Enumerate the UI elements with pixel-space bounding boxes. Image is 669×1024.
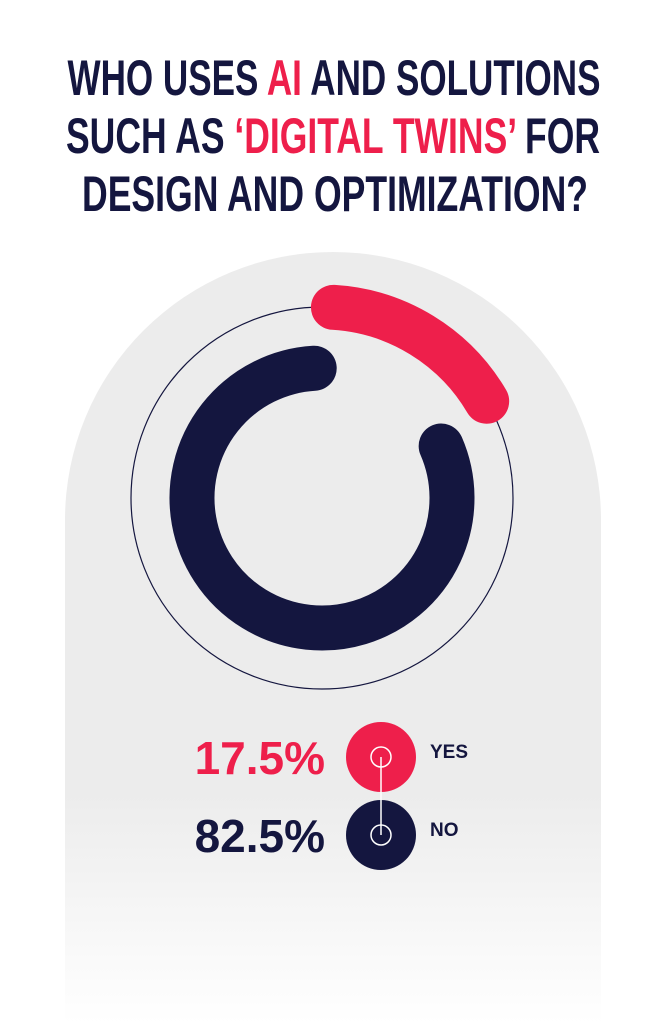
title-line: SUCH AS ‘DIGITAL TWINS’ FOR xyxy=(66,108,600,164)
title-line: DESIGN AND OPTIMIZATION? xyxy=(82,166,588,222)
title-line: WHO USES AI AND SOLUTIONS xyxy=(68,50,601,106)
title-text: AI xyxy=(267,50,302,106)
title-text: FOR xyxy=(515,108,600,164)
title-text: ‘DIGITAL TWINS’ xyxy=(234,108,515,164)
title-text: AND SOLUTIONS xyxy=(302,50,601,106)
donut-arc xyxy=(169,345,475,651)
title-text: SUCH AS xyxy=(66,108,234,164)
donut-arc xyxy=(310,284,510,424)
legend-label: NO xyxy=(430,820,459,841)
value-label: 17.5% xyxy=(195,732,325,784)
legend-label: YES xyxy=(430,742,468,763)
title-text: DESIGN AND OPTIMIZATION? xyxy=(82,166,588,222)
value-label: 82.5% xyxy=(195,810,325,862)
title-text: WHO USES xyxy=(68,50,267,106)
